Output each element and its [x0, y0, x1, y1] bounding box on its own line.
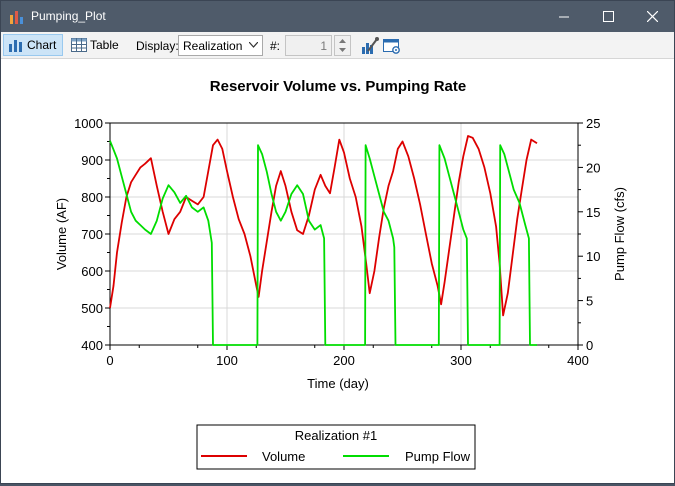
y-axis-label: Volume (AF): [54, 198, 69, 270]
legend-pump-flow-label: Pump Flow: [405, 449, 471, 464]
y2-tick-label: 10: [586, 249, 600, 264]
y2-tick-label: 20: [586, 160, 600, 175]
y2-tick-label: 5: [586, 294, 593, 309]
series: [109, 135, 538, 346]
display-label: Display:: [136, 39, 179, 53]
y-tick-label: 800: [81, 190, 103, 205]
chart-title: Reservoir Volume vs. Pumping Rate: [210, 78, 466, 95]
y-tick-label: 700: [81, 227, 103, 242]
x-tick-label: 300: [450, 353, 472, 368]
chart-properties-icon[interactable]: [360, 36, 380, 56]
table-icon: [71, 38, 87, 52]
close-icon: [646, 11, 658, 22]
y-tick-label: 1000: [74, 116, 103, 131]
legend-box: [196, 424, 476, 470]
chart-svg: Reservoir Volume vs. Pumping Rate 0 100 20…: [54, 78, 627, 470]
chart-view-button[interactable]: Chart: [3, 34, 63, 56]
maximize-button[interactable]: [586, 1, 630, 32]
realization-number-value: 1: [320, 39, 327, 53]
chart-app-icon: [10, 11, 23, 24]
x-tick-label: 100: [216, 353, 238, 368]
y-tick-label: 600: [81, 264, 103, 279]
y2-axis-label: Pump Flow (cfs): [612, 187, 627, 281]
legend-volume-label: Volume: [262, 449, 305, 464]
y2-tick-label: 0: [586, 338, 593, 353]
title-bar[interactable]: Pumping_Plot: [1, 1, 674, 32]
realization-label: #:: [270, 39, 281, 53]
y-tick-label: 500: [81, 301, 103, 316]
chevron-down-icon: [249, 42, 258, 48]
display-select-value: Realization: [183, 39, 243, 53]
x-tick-label: 0: [106, 353, 113, 368]
y-tick-label: 400: [81, 338, 103, 353]
volume-series-line: [109, 135, 538, 317]
maximize-icon: [602, 11, 614, 22]
chart-area: Reservoir Volume vs. Pumping Rate 0 100 20…: [1, 60, 674, 483]
chart-settings-icon[interactable]: [382, 36, 402, 56]
table-view-button[interactable]: Table: [67, 34, 123, 56]
bar-chart-icon: [9, 40, 22, 52]
realization-number-input[interactable]: 1: [285, 35, 332, 56]
axis-ticks: 0 100 200 300 400 400 500 600 700 800 900 1000 0 5 10 1…: [74, 116, 600, 368]
table-view-label: Table: [90, 38, 119, 52]
minimize-button[interactable]: [542, 1, 586, 32]
y2-tick-label: 15: [586, 205, 600, 220]
y2-tick-label: 25: [586, 116, 600, 131]
window-title: Pumping_Plot: [31, 9, 106, 23]
realization-stepper[interactable]: [334, 35, 351, 56]
x-tick-label: 400: [567, 353, 589, 368]
display-select[interactable]: Realization: [178, 35, 263, 56]
y-tick-label: 900: [81, 153, 103, 168]
x-axis-label: Time (day): [307, 376, 369, 391]
close-button[interactable]: [630, 1, 674, 32]
pump-flow-series-line: [109, 140, 537, 346]
minimize-icon: [559, 16, 569, 17]
legend: Realization #1 Volume Pump Flow: [196, 424, 476, 470]
stepper-up-icon[interactable]: [339, 39, 346, 43]
x-tick-label: 200: [333, 353, 355, 368]
legend-title: Realization #1: [295, 428, 377, 443]
stepper-down-icon[interactable]: [339, 48, 346, 52]
chart-view-label: Chart: [27, 38, 57, 52]
